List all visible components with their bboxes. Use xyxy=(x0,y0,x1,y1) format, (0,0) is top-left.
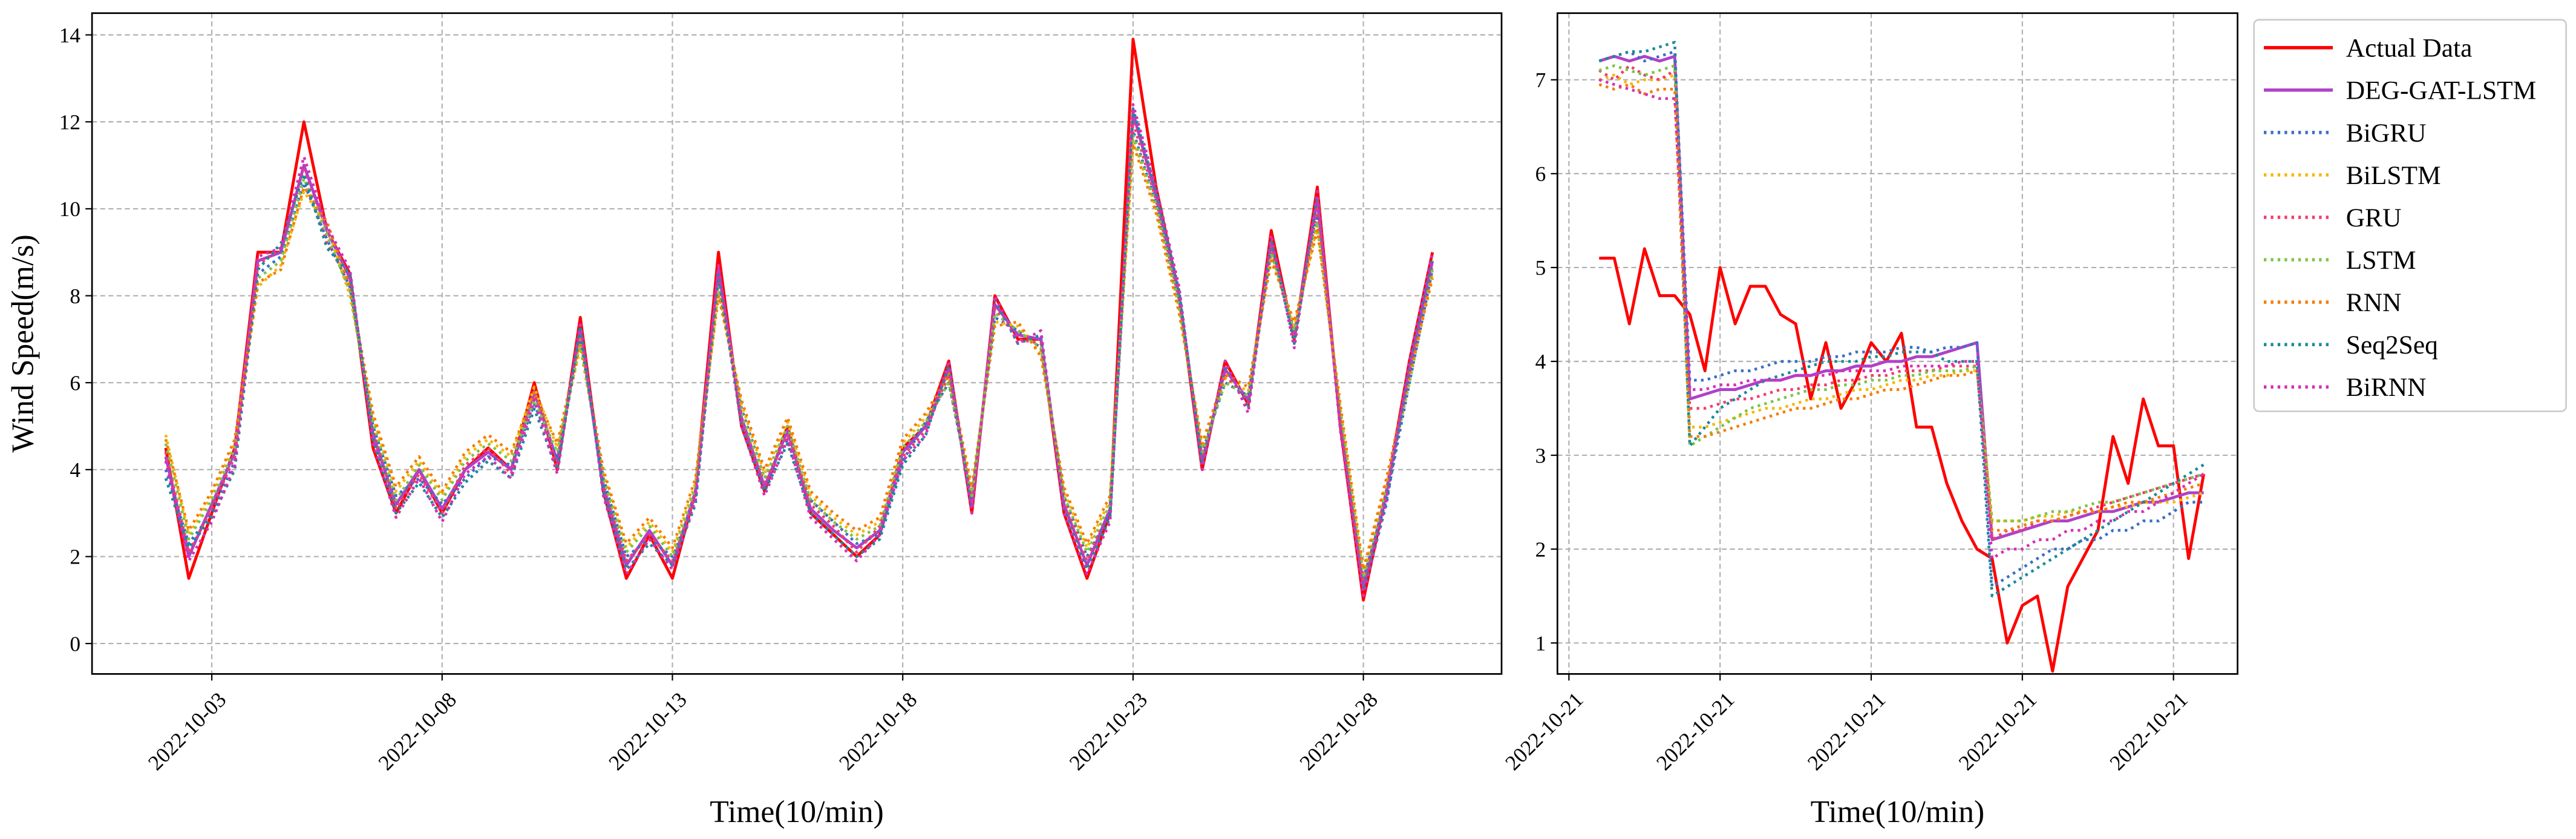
x-axis-label: Time(10/min) xyxy=(1811,795,1985,829)
legend-label: BiRNN xyxy=(2346,373,2427,402)
legend-label: GRU xyxy=(2346,203,2402,232)
x-tick-label: 2022-10-13 xyxy=(604,688,691,775)
x-tick-label: 2022-10-08 xyxy=(374,688,461,775)
y-tick-label: 2 xyxy=(70,545,80,569)
series-line xyxy=(164,103,1434,597)
x-tick-label: 2022-10-21 xyxy=(1501,688,1588,775)
y-tick-label: 6 xyxy=(1535,162,1546,186)
series-line xyxy=(164,129,1434,580)
series-line xyxy=(164,133,1434,580)
series-line xyxy=(164,142,1434,571)
x-tick-label: 2022-10-03 xyxy=(143,688,230,775)
y-tick-label: 2 xyxy=(1535,538,1546,561)
series-line xyxy=(1598,54,2204,542)
x-tick-label: 2022-10-18 xyxy=(834,688,921,775)
legend-label: RNN xyxy=(2346,288,2402,317)
legend-label: LSTM xyxy=(2346,246,2416,275)
y-tick-label: 5 xyxy=(1535,256,1546,280)
x-tick-label: 2022-10-23 xyxy=(1065,688,1152,775)
x-tick-label: 2022-10-21 xyxy=(1803,688,1890,775)
y-tick-label: 14 xyxy=(59,24,81,47)
legend: Actual Data DEG-GAT-LSTM BiGRU BiLSTM GRU LST… xyxy=(2253,19,2568,412)
y-tick-label: 6 xyxy=(70,371,80,395)
x-axis-label: Time(10/min) xyxy=(710,795,884,829)
series-line xyxy=(1598,41,2205,597)
axes-frame xyxy=(91,12,1503,675)
legend-label: Seq2Seq xyxy=(2346,331,2438,360)
series-line xyxy=(164,120,1434,584)
series-line xyxy=(1598,73,2205,522)
legend-label: BiGRU xyxy=(2346,119,2427,148)
y-axis-label: Wind Speed(m/s) xyxy=(5,234,40,452)
x-tick-label: 2022-10-21 xyxy=(1954,688,2041,775)
x-tick-label: 2022-10-28 xyxy=(1295,688,1382,775)
series-line xyxy=(1598,83,2205,532)
legend-label: Actual Data xyxy=(2346,34,2473,63)
y-tick-label: 7 xyxy=(1535,68,1546,92)
series-line xyxy=(1599,247,2206,673)
y-tick-label: 1 xyxy=(1535,631,1546,655)
legend-label: DEG-GAT-LSTM xyxy=(2346,76,2537,105)
legend-frame xyxy=(2253,19,2568,412)
series-line xyxy=(1598,64,2205,541)
legend-label: BiLSTM xyxy=(2346,161,2441,190)
y-tick-label: 3 xyxy=(1535,444,1546,467)
y-tick-label: 4 xyxy=(70,458,80,482)
y-tick-label: 10 xyxy=(59,197,80,221)
series-line xyxy=(1598,78,2205,560)
series-line xyxy=(1598,64,2205,522)
y-tick-label: 4 xyxy=(1535,350,1546,373)
series-line xyxy=(164,137,1434,576)
series-line xyxy=(164,111,1434,589)
series-line xyxy=(164,107,1434,593)
y-tick-label: 8 xyxy=(70,285,80,308)
axes-frame xyxy=(1556,12,2238,675)
y-tick-label: 12 xyxy=(59,110,80,134)
y-tick-label: 0 xyxy=(70,632,80,656)
x-tick-label: 2022-10-21 xyxy=(1652,688,1739,775)
x-tick-label: 2022-10-21 xyxy=(2105,688,2192,775)
